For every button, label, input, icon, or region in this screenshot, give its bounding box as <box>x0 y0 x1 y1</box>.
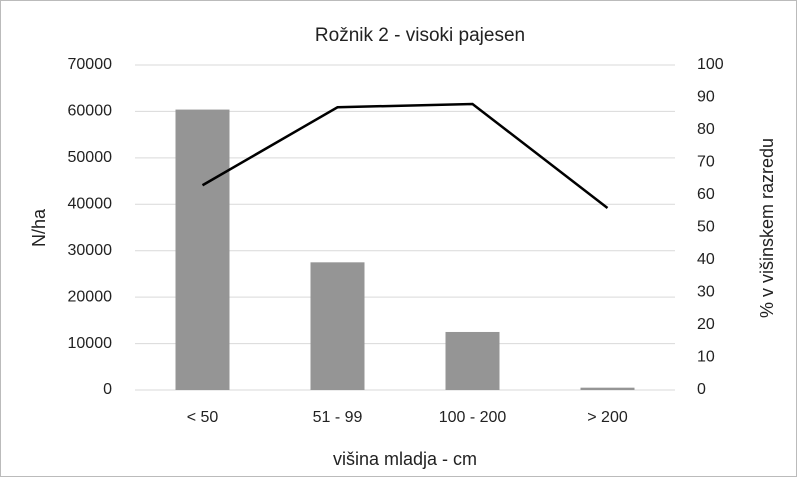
y2-tick-label: 30 <box>697 284 715 301</box>
bar <box>175 109 230 391</box>
y-axis-title: N/ha <box>29 208 49 247</box>
y2-tick-label: 40 <box>697 251 715 268</box>
y-tick-label: 10000 <box>68 335 113 352</box>
y-tick-label: 40000 <box>68 196 113 213</box>
y2-axis-title: % v višinskem razredu <box>757 138 777 318</box>
y2-tick-label: 10 <box>697 349 715 366</box>
y2-tick-label: 90 <box>697 89 715 106</box>
y-tick-label: 50000 <box>68 149 113 166</box>
x-tick-label: 100 - 200 <box>439 409 507 426</box>
x-tick-label: > 200 <box>587 409 628 426</box>
y2-tick-label: 100 <box>697 56 724 73</box>
y2-tick-label: 60 <box>697 186 715 203</box>
y-tick-label: 30000 <box>68 242 113 259</box>
y-tick-label: 20000 <box>68 288 113 305</box>
chart-title: Rožnik 2 - visoki pajesen <box>315 25 525 46</box>
x-tick-label: 51 - 99 <box>313 409 363 426</box>
y2-tick-label: 20 <box>697 316 715 333</box>
y-tick-label: 70000 <box>68 56 113 73</box>
bar <box>580 387 635 390</box>
bar <box>445 331 500 390</box>
line-series <box>201 102 609 209</box>
bar <box>310 262 365 390</box>
y2-tick-label: 50 <box>697 219 715 236</box>
y2-tick-label: 80 <box>697 121 715 138</box>
y2-tick-label: 0 <box>697 381 706 398</box>
x-tick-label: < 50 <box>187 409 219 426</box>
y-tick-label: 60000 <box>68 103 113 120</box>
y-tick-label: 0 <box>103 381 112 398</box>
y2-tick-label: 70 <box>697 154 715 171</box>
x-axis-title: višina mladja - cm <box>333 449 477 469</box>
